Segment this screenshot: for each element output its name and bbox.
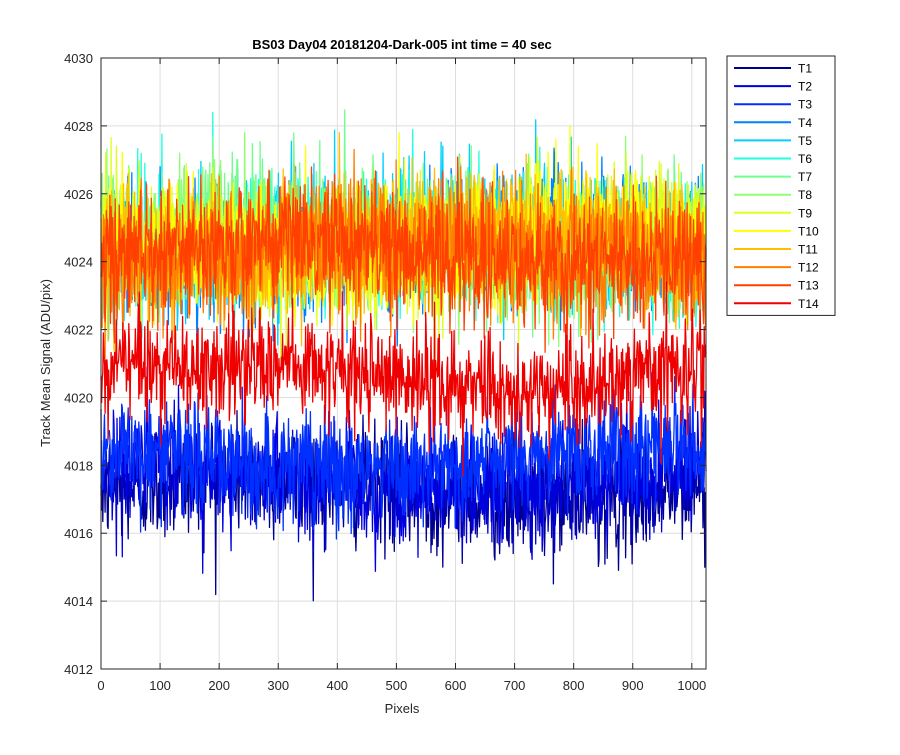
y-tick-label: 4018	[64, 458, 93, 473]
plot-series	[100, 109, 707, 602]
x-tick-label: 0	[97, 678, 104, 693]
y-tick-label: 4022	[64, 323, 93, 338]
x-tick-label: 1000	[677, 678, 706, 693]
legend-label-T11: T11	[798, 243, 818, 257]
x-tick-label: 800	[563, 678, 585, 693]
x-axis-label: Pixels	[385, 701, 420, 716]
legend-label-T7: T7	[798, 170, 812, 184]
legend-label-T9: T9	[798, 206, 812, 220]
y-tick-label: 4028	[64, 119, 93, 134]
y-tick-label: 4014	[64, 594, 93, 609]
series-line-T14	[100, 281, 707, 477]
series-line-T3	[100, 371, 707, 540]
x-tick-label: 900	[622, 678, 644, 693]
y-axis-label: Track Mean Signal (ADU/pix)	[38, 279, 53, 447]
x-tick-label: 400	[326, 678, 348, 693]
legend-label-T14: T14	[798, 297, 819, 311]
legend-label-T8: T8	[798, 188, 812, 202]
y-tick-label: 4016	[64, 526, 93, 541]
legend-label-T2: T2	[798, 80, 812, 94]
legend: T1 T2 T3 T4 T5 T6 T7 T8 T9 T10 T11 T12 T13 T14	[726, 55, 836, 316]
x-tick-label: 500	[386, 678, 408, 693]
y-tick-label: 4012	[64, 662, 93, 677]
x-tick-label: 300	[267, 678, 289, 693]
x-tick-label: 600	[445, 678, 467, 693]
legend-label-T13: T13	[798, 279, 819, 293]
legend-label-T12: T12	[798, 261, 819, 275]
legend-label-T10: T10	[798, 224, 819, 238]
chart-title: BS03 Day04 20181204-Dark-005 int time = …	[252, 37, 552, 52]
legend-label-T4: T4	[798, 116, 812, 130]
axes: 0 100 200 300 400 500 600 700 800 900 1000 4012 4014…	[64, 51, 707, 693]
legend-box	[726, 55, 836, 316]
legend-label-T3: T3	[798, 98, 812, 112]
x-tick-label: 100	[149, 678, 171, 693]
x-tick-label: 200	[208, 678, 230, 693]
series-line-T13	[100, 156, 707, 354]
plot-frame	[100, 57, 707, 670]
legend-label-T1: T1	[798, 62, 812, 76]
y-tick-label: 4030	[64, 51, 93, 66]
x-tick-label: 700	[504, 678, 526, 693]
legend-label-T5: T5	[798, 134, 812, 148]
y-tick-label: 4026	[64, 187, 93, 202]
y-tick-label: 4024	[64, 255, 93, 270]
y-tick-label: 4020	[64, 390, 93, 405]
legend-label-T6: T6	[798, 152, 812, 166]
